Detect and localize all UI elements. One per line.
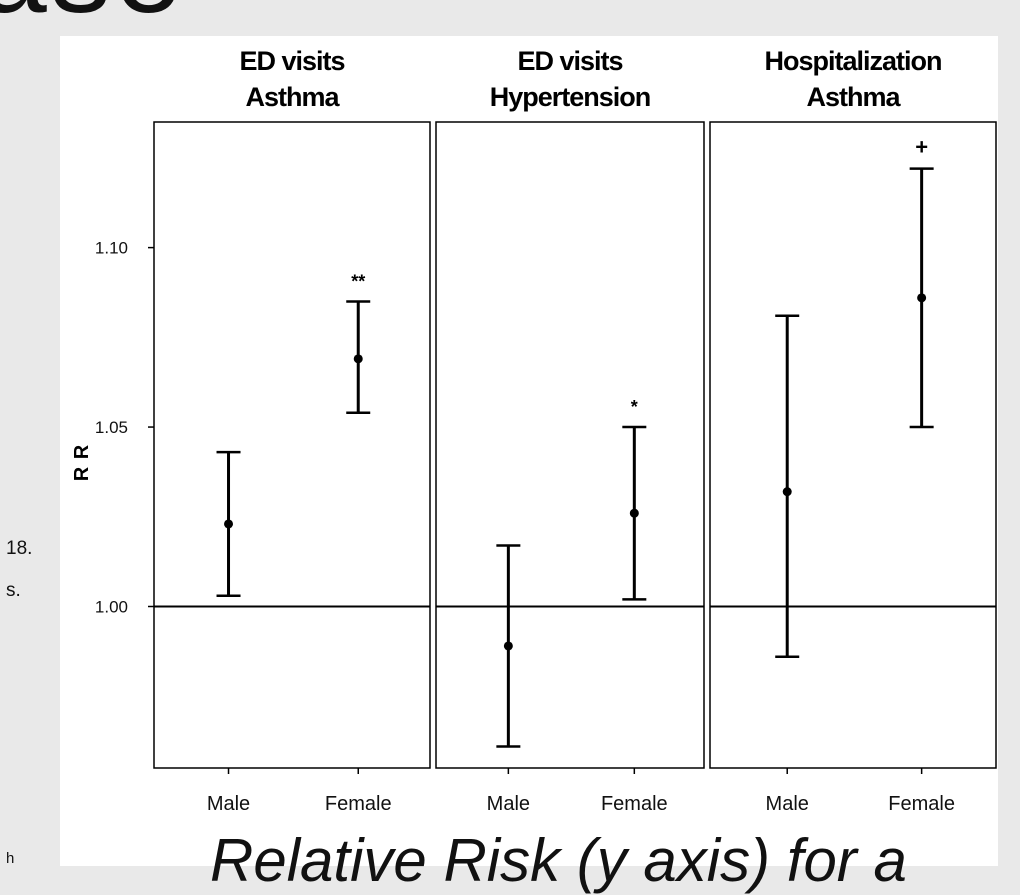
panel-frame bbox=[435, 121, 705, 769]
x-tick-label: Female bbox=[325, 793, 392, 815]
x-tick-label: Male bbox=[487, 793, 530, 815]
panel-title: Asthma bbox=[245, 82, 340, 112]
significance-marker: ** bbox=[351, 271, 365, 291]
point-estimate bbox=[629, 508, 639, 518]
point-estimate bbox=[917, 293, 927, 303]
slide-heading-fragment: ase bbox=[0, 0, 185, 40]
significance-marker: * bbox=[631, 397, 638, 417]
point-estimate bbox=[224, 519, 234, 529]
panel-title: ED visits bbox=[239, 46, 344, 76]
y-tick-label: 1.00 bbox=[95, 598, 128, 617]
x-tick-label: Male bbox=[766, 793, 809, 815]
panel-frame bbox=[709, 121, 997, 769]
side-text-2: s. bbox=[6, 580, 21, 601]
y-tick-label: 1.10 bbox=[95, 239, 128, 258]
slide-caption: Relative Risk (y axis) for a bbox=[210, 827, 907, 894]
chart-card: 1.00 1.05 1.10 R R ED visits Asthma Male ** Femal… bbox=[60, 36, 998, 866]
side-text-1: 18. bbox=[6, 538, 33, 559]
panel-title: Asthma bbox=[806, 82, 901, 112]
x-tick-label: Male bbox=[207, 793, 250, 815]
point-estimate bbox=[503, 641, 513, 651]
y-axis-label: R bbox=[71, 444, 93, 459]
point-estimate bbox=[782, 487, 792, 497]
point-estimate bbox=[353, 354, 363, 364]
x-tick-label: Female bbox=[601, 793, 668, 815]
y-axis-label: R bbox=[71, 466, 93, 481]
relative-risk-chart: 1.00 1.05 1.10 RR ED visits Asthma Male ** Femal… bbox=[71, 46, 997, 815]
significance-marker: + bbox=[915, 135, 928, 160]
panel-title: ED visits bbox=[517, 46, 622, 76]
panel-title: Hospitalization bbox=[764, 46, 941, 76]
side-text-3: h bbox=[6, 850, 15, 867]
panel-frame bbox=[153, 121, 431, 769]
y-tick-label: 1.05 bbox=[95, 418, 128, 437]
x-tick-label: Female bbox=[888, 793, 955, 815]
panel-title: Hypertension bbox=[490, 82, 651, 112]
